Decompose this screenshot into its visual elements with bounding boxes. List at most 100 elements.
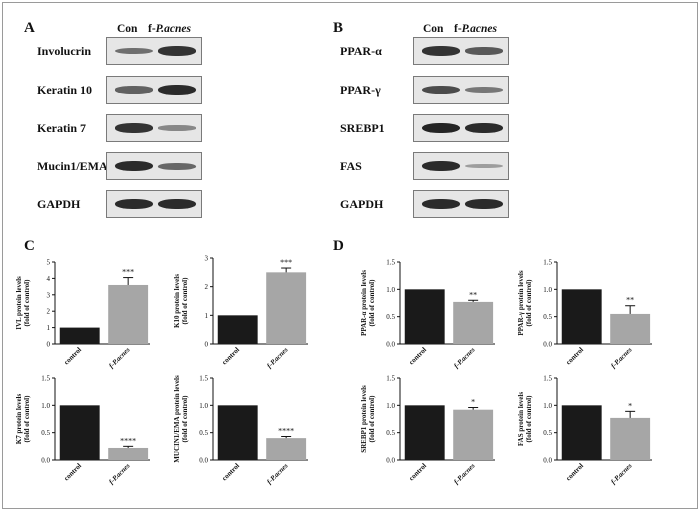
- header-prefix: f-: [454, 23, 462, 35]
- y-tick-label: 1.5: [386, 375, 395, 383]
- y-tick-label: 0.5: [199, 429, 208, 437]
- bar-chart: 0 1 2 3 control f-P.acnes *** K10 protein level…: [173, 255, 308, 370]
- y-tick-label: 3: [47, 291, 51, 299]
- y-tick-label: 0.0: [543, 341, 552, 349]
- significance-marker: *: [628, 401, 632, 410]
- bar: [404, 289, 445, 344]
- bar-chart: 0 1 2 3 4 5 control f-P.acnes *** IVL protein lev…: [15, 259, 150, 370]
- y-tick-label: 1.0: [41, 402, 50, 410]
- header-species: P.acnes: [155, 23, 191, 35]
- blot-label: Mucin1/EMA: [37, 159, 108, 173]
- significance-marker: ***: [280, 258, 292, 267]
- blot-band: [421, 85, 461, 95]
- blot-band: [464, 163, 504, 169]
- y-tick-label: 0.5: [386, 429, 395, 437]
- blot-band: [114, 86, 154, 94]
- blot-band: [157, 125, 197, 131]
- significance-marker: **: [469, 290, 477, 299]
- bar: [266, 438, 307, 460]
- y-axis-label: IVL protein levels: [15, 276, 23, 330]
- blot-a-header-con: Con: [117, 23, 138, 35]
- y-tick-label: 1.0: [386, 402, 395, 410]
- y-tick-label: 2: [205, 283, 209, 291]
- blot-image: [106, 152, 202, 180]
- y-axis-label-unit: (fold of control): [525, 395, 533, 443]
- x-tick-label: f-P.acnes: [452, 346, 476, 370]
- blot-label: Involucrin: [37, 44, 92, 58]
- blot-image: [413, 152, 509, 180]
- significance-marker: *: [471, 398, 475, 407]
- y-tick-label: 0: [47, 341, 51, 349]
- significance-marker: **: [626, 296, 634, 305]
- blot-band: [464, 86, 504, 94]
- x-tick-label: control: [220, 346, 241, 367]
- y-tick-label: 1: [47, 324, 51, 332]
- y-tick-label: 1.5: [41, 375, 50, 383]
- blot-b-header-fpacnes: f-P.acnes: [454, 23, 497, 35]
- bar: [610, 417, 651, 460]
- bar: [266, 272, 307, 344]
- bar: [453, 301, 494, 344]
- y-axis-label: K10 protein levels: [173, 274, 181, 328]
- bar-chart: 0.0 0.5 1.0 1.5 control f-P.acnes * SREBP1 prot…: [360, 375, 495, 486]
- blot-band: [421, 160, 461, 172]
- bar-chart: 0.0 0.5 1.0 1.5 control f-P.acnes **** MUCIN1/E…: [173, 375, 308, 486]
- y-tick-label: 0.0: [41, 457, 50, 465]
- y-tick-label: 1.0: [543, 402, 552, 410]
- blot-band: [464, 198, 504, 210]
- y-tick-label: 1.5: [199, 375, 208, 383]
- y-axis-label-unit: (fold of control): [181, 395, 189, 443]
- y-tick-label: 0.5: [543, 429, 552, 437]
- y-tick-label: 0.5: [41, 429, 50, 437]
- blot-label: GAPDH: [340, 197, 384, 211]
- significance-marker: ****: [278, 426, 294, 435]
- y-tick-label: 1.5: [386, 259, 395, 267]
- header-species: P.acnes: [461, 23, 497, 35]
- y-tick-label: 4: [47, 275, 51, 283]
- bar: [108, 447, 149, 460]
- blot-label: Keratin 10: [37, 83, 92, 97]
- blot-image: [106, 76, 202, 104]
- y-axis-label-unit: (fold of control): [23, 395, 31, 443]
- bar-chart: 0.0 0.5 1.0 1.5 control f-P.acnes * FAS protein…: [517, 375, 652, 486]
- bar: [59, 405, 100, 460]
- blot-band: [464, 47, 504, 55]
- x-tick-label: f-P.acnes: [609, 346, 633, 370]
- blot-image: [413, 190, 509, 218]
- bar-chart: 0.0 0.5 1.0 1.5 control f-P.acnes ** PPAR-γ pro…: [517, 259, 652, 370]
- blot-label: GAPDH: [37, 197, 81, 211]
- bar: [59, 327, 100, 344]
- y-tick-label: 3: [205, 255, 209, 263]
- bar: [561, 289, 602, 344]
- bar: [561, 405, 602, 460]
- significance-marker: ****: [120, 436, 136, 445]
- blot-image: [413, 76, 509, 104]
- y-axis-label-unit: (fold of control): [525, 279, 533, 327]
- y-axis-label: PPAR-γ protein levels: [517, 270, 525, 336]
- y-tick-label: 1: [205, 312, 209, 320]
- panel-letter-a: A: [24, 20, 35, 36]
- blot-image: [106, 37, 202, 65]
- bar: [610, 313, 651, 344]
- y-tick-label: 1.0: [386, 286, 395, 294]
- x-tick-label: f-P.acnes: [265, 462, 289, 486]
- blot-band: [421, 122, 461, 134]
- x-tick-label: control: [407, 346, 428, 367]
- blot-label: Keratin 7: [37, 121, 86, 135]
- panel-letter-d: D: [333, 238, 344, 254]
- blot-band: [157, 46, 197, 56]
- y-tick-label: 0.5: [386, 313, 395, 321]
- y-tick-label: 1.0: [543, 286, 552, 294]
- x-tick-label: control: [62, 346, 83, 367]
- blot-label: PPAR-α: [340, 44, 382, 58]
- y-axis-label: SREBP1 protein levels: [360, 385, 368, 453]
- y-tick-label: 0.5: [543, 313, 552, 321]
- blot-band: [114, 160, 154, 172]
- bar: [404, 405, 445, 460]
- y-axis-label: K7 protein levels: [15, 394, 23, 445]
- blot-band: [157, 84, 197, 96]
- y-axis-label: MUCIN1/EMA protein levels: [173, 375, 181, 463]
- header-prefix: f-: [148, 23, 156, 35]
- y-tick-label: 0: [205, 341, 209, 349]
